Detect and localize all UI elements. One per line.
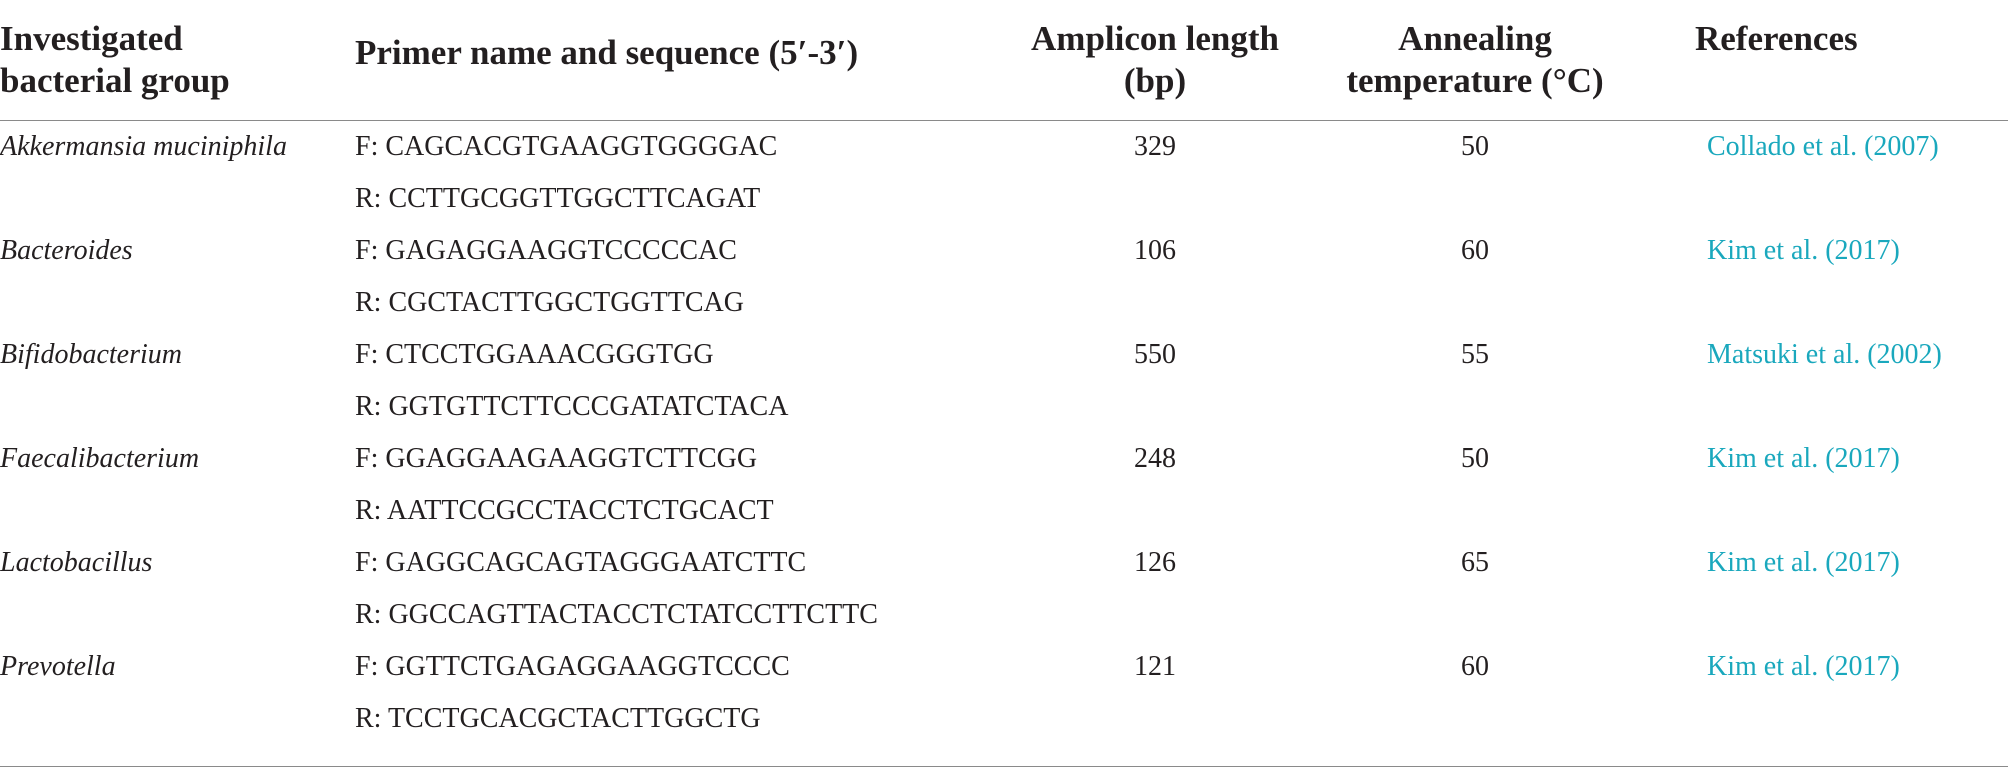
reverse-primer-cell: R: CGCTACTTGGCTGGTTCAG — [355, 287, 744, 318]
reference-link[interactable]: Kim et al. (2017) — [1707, 235, 1900, 266]
annealing-temperature-cell: 65 — [1461, 547, 1489, 578]
table-header: Investigated bacterial group Primer name… — [0, 0, 2008, 121]
reference-link[interactable]: Kim et al. (2017) — [1707, 547, 1900, 578]
header-amplicon-line2: (bp) — [1123, 61, 1187, 100]
header-references: References — [1695, 0, 2008, 121]
header-group-line2: bacterial group — [0, 61, 230, 100]
table-body: Akkermansia muciniphila F: CAGCACGTGAAGG… — [0, 121, 2008, 746]
forward-primer-cell: F: GAGAGGAAGGTCCCCCAC — [355, 235, 737, 266]
table-bottom-rule — [0, 766, 2008, 767]
table-row-forward: Lactobacillus F: GAGGCAGCAGTAGGGAATCTTC … — [0, 537, 2008, 589]
bacterial-group-cell: Prevotella — [0, 651, 116, 682]
amplicon-length-cell: 248 — [1134, 443, 1176, 474]
table-row-forward: Bacteroides F: GAGAGGAAGGTCCCCCAC 106 60… — [0, 225, 2008, 277]
table-row-reverse: R: TCCTGCACGCTACTTGGCTG — [0, 693, 2008, 745]
header-amplicon-line1: Amplicon length — [1031, 19, 1279, 58]
reverse-primer-cell: R: GGCCAGTTACTACCTCTATCCTTCTTC — [355, 599, 878, 630]
header-row: Investigated bacterial group Primer name… — [0, 0, 2008, 121]
header-primer: Primer name and sequence (5′-3′) — [355, 0, 1015, 121]
header-annealing-temperature: Annealing temperature (°C) — [1315, 0, 1695, 121]
amplicon-length-cell: 106 — [1134, 235, 1176, 266]
amplicon-length-cell: 121 — [1134, 651, 1176, 682]
header-amplicon-length: Amplicon length (bp) — [1015, 0, 1315, 121]
forward-primer-cell: F: CTCCTGGAAACGGGTGG — [355, 339, 714, 370]
table-row-reverse: R: CCTTGCGGTTGGCTTCAGAT — [0, 173, 2008, 225]
reverse-primer-cell: R: TCCTGCACGCTACTTGGCTG — [355, 703, 761, 734]
primer-table: Investigated bacterial group Primer name… — [0, 0, 2008, 746]
annealing-temperature-cell: 50 — [1461, 443, 1489, 474]
table-row-forward: Akkermansia muciniphila F: CAGCACGTGAAGG… — [0, 121, 2008, 174]
amplicon-length-cell: 126 — [1134, 547, 1176, 578]
header-annealing-line1: Annealing — [1398, 19, 1552, 58]
table-row-forward: Bifidobacterium F: CTCCTGGAAACGGGTGG 550… — [0, 329, 2008, 381]
forward-primer-cell: F: GAGGCAGCAGTAGGGAATCTTC — [355, 547, 807, 578]
forward-primer-cell: F: GGTTCTGAGAGGAAGGTCCCC — [355, 651, 790, 682]
reverse-primer-cell: R: CCTTGCGGTTGGCTTCAGAT — [355, 183, 761, 214]
header-bacterial-group: Investigated bacterial group — [0, 0, 355, 121]
table-row-reverse: R: CGCTACTTGGCTGGTTCAG — [0, 277, 2008, 329]
table-row-forward: Faecalibacterium F: GGAGGAAGAAGGTCTTCGG … — [0, 433, 2008, 485]
table-row-reverse: R: GGCCAGTTACTACCTCTATCCTTCTTC — [0, 589, 2008, 641]
table-row-reverse: R: GGTGTTCTTCCCGATATCTACA — [0, 381, 2008, 433]
annealing-temperature-cell: 50 — [1461, 131, 1489, 162]
reference-link[interactable]: Collado et al. (2007) — [1707, 131, 1939, 162]
bacterial-group-cell: Faecalibacterium — [0, 443, 200, 474]
forward-primer-cell: F: CAGCACGTGAAGGTGGGGAC — [355, 131, 778, 162]
annealing-temperature-cell: 55 — [1461, 339, 1489, 370]
bacterial-group-cell: Lactobacillus — [0, 547, 153, 578]
bacterial-group-cell: Bifidobacterium — [0, 339, 182, 370]
reference-link[interactable]: Kim et al. (2017) — [1707, 651, 1900, 682]
header-group-line1: Investigated — [0, 19, 183, 58]
amplicon-length-cell: 550 — [1134, 339, 1176, 370]
amplicon-length-cell: 329 — [1134, 131, 1176, 162]
forward-primer-cell: F: GGAGGAAGAAGGTCTTCGG — [355, 443, 758, 474]
bacterial-group-cell: Bacteroides — [0, 235, 133, 266]
annealing-temperature-cell: 60 — [1461, 651, 1489, 682]
reference-link[interactable]: Matsuki et al. (2002) — [1707, 339, 1942, 370]
annealing-temperature-cell: 60 — [1461, 235, 1489, 266]
table-row-forward: Prevotella F: GGTTCTGAGAGGAAGGTCCCC 121 … — [0, 641, 2008, 693]
bacterial-group-cell: Akkermansia muciniphila — [0, 131, 287, 162]
table-row-reverse: R: AATTCCGCCTACCTCTGCACT — [0, 485, 2008, 537]
reverse-primer-cell: R: GGTGTTCTTCCCGATATCTACA — [355, 391, 789, 422]
reverse-primer-cell: R: AATTCCGCCTACCTCTGCACT — [355, 495, 774, 526]
reference-link[interactable]: Kim et al. (2017) — [1707, 443, 1900, 474]
header-annealing-line2: temperature (°C) — [1346, 61, 1604, 100]
